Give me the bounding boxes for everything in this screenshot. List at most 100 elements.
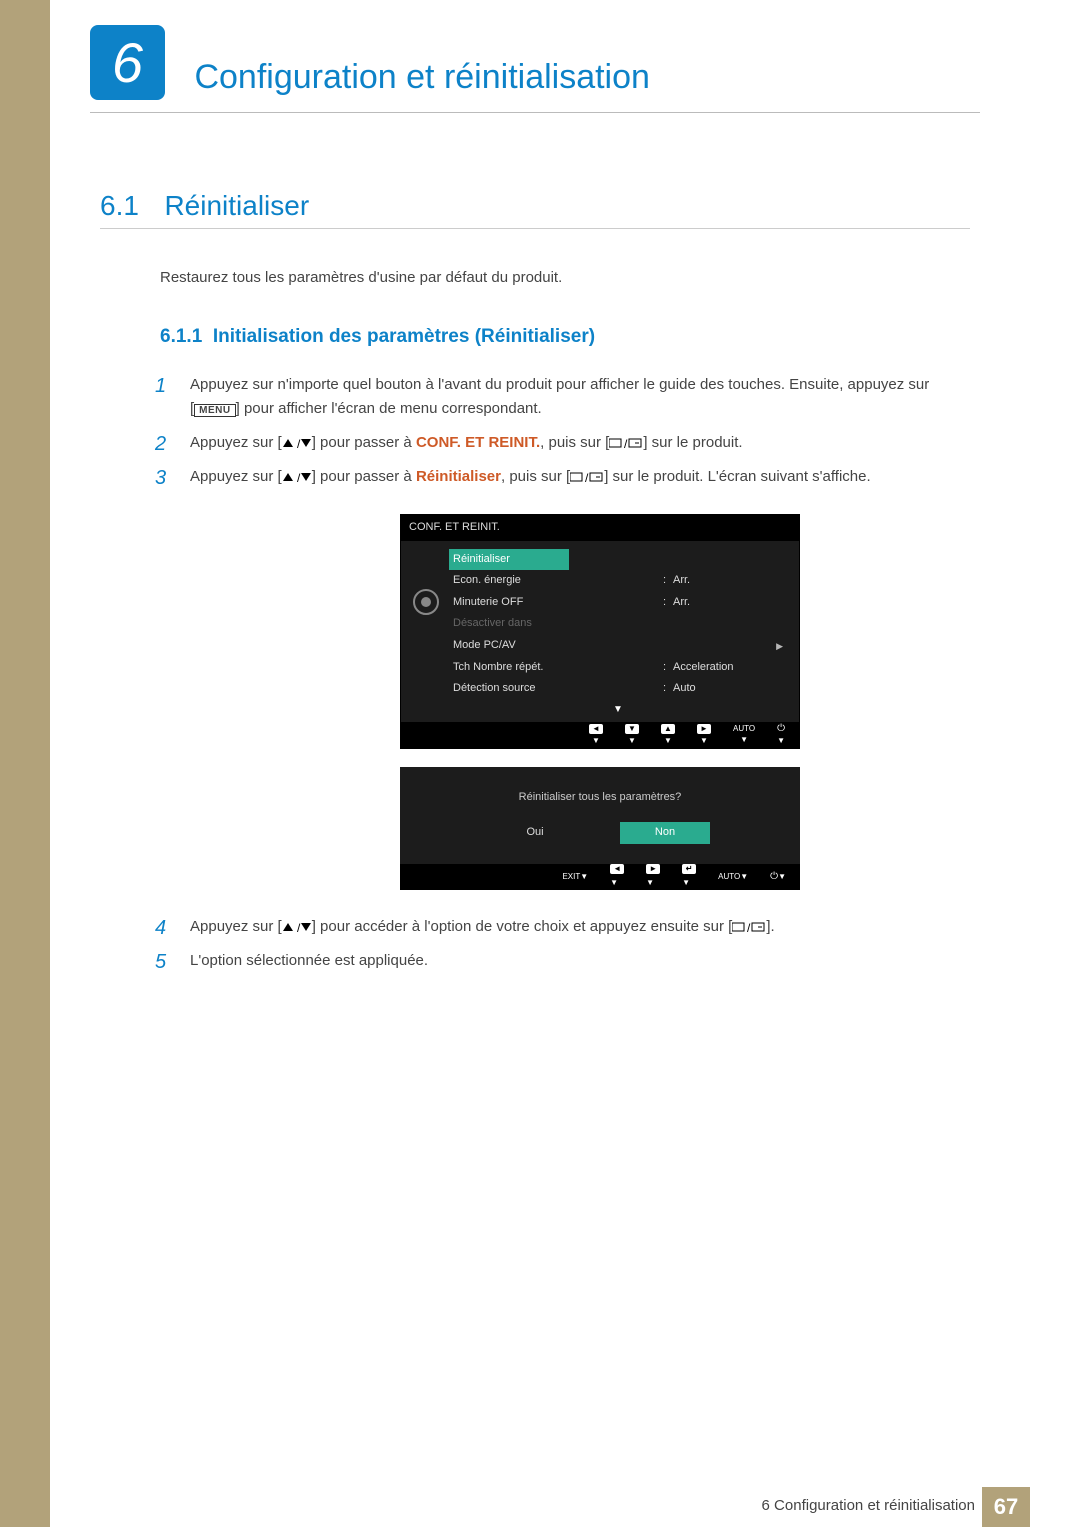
osd-label: Réinitialiser xyxy=(453,551,565,569)
osd-row-desact: Désactiver dans xyxy=(449,613,787,635)
svg-text:/: / xyxy=(297,437,301,449)
osd-value: Arr. xyxy=(673,572,783,590)
page: 6 Configuration et réinitialisation 6.1 … xyxy=(0,0,1080,1527)
osd-list: Réinitialiser Econ. énergie:Arr. Minuter… xyxy=(449,549,791,718)
section-underline xyxy=(100,228,970,229)
subsection-number: 6.1.1 xyxy=(160,326,202,347)
step-4-text-b: ] pour accéder à l'option de votre choix… xyxy=(312,918,733,935)
svg-text:/: / xyxy=(624,437,628,449)
osd-question: Réinitialiser tous les paramètres? xyxy=(400,767,800,823)
svg-text:/: / xyxy=(297,471,301,483)
osd-label: Détection source xyxy=(453,680,663,698)
osd-row-mode: Mode PC/AV ▶ xyxy=(449,635,787,657)
osd-button-bar: ◄▼ ▼▼ ▲▼ ►▼ AUTO▼ ⏻▼ xyxy=(401,722,799,748)
left-decorative-strip xyxy=(0,0,50,1527)
osd-row-minut: Minuterie OFF:Arr. xyxy=(449,592,787,614)
step-4-text-c: ]. xyxy=(766,918,774,935)
content: 6.1 Réinitialiser Restaurez tous les par… xyxy=(100,190,970,983)
chevron-down-icon: ▼ xyxy=(449,702,787,718)
step-2-orange: CONF. ET REINIT. xyxy=(416,434,540,451)
step-3-number: 3 xyxy=(155,462,166,494)
chapter-title: Configuration et réinitialisation xyxy=(194,58,649,97)
chapter-number-box: 6 xyxy=(90,25,165,100)
step-4: 4 Appuyez sur [/] pour accéder à l'optio… xyxy=(155,915,970,939)
step-2-text-b: ] pour passer à xyxy=(312,434,416,451)
step-4-text-a: Appuyez sur [ xyxy=(190,918,282,935)
step-2: 2 Appuyez sur [/] pour passer à CONF. ET… xyxy=(155,431,970,455)
enter-source-icon: / xyxy=(609,437,643,449)
section-number: 6.1 xyxy=(100,190,160,222)
osd-btn-right: ►▼ xyxy=(697,724,711,745)
footer-chapter-title: Configuration et réinitialisation xyxy=(774,1497,975,1514)
osd-option-oui: Oui xyxy=(490,822,580,844)
up-down-arrows-icon: / xyxy=(282,921,312,933)
osd-row-detect: Détection source:Auto xyxy=(449,678,787,700)
step-5-text: L'option sélectionnée est appliquée. xyxy=(190,952,428,969)
osd-row-econ: Econ. énergie:Arr. xyxy=(449,570,787,592)
osd-screenshots: CONF. ET REINIT. Réinitialiser Econ. éne… xyxy=(400,514,800,890)
osd-row-tch: Tch Nombre répét.:Acceleration xyxy=(449,657,787,679)
power-icon: ⏻▼ xyxy=(770,869,786,885)
osd-menu-2: Réinitialiser tous les paramètres? Oui N… xyxy=(400,767,800,890)
osd-options: Oui Non xyxy=(400,822,800,864)
step-3-text-a: Appuyez sur [ xyxy=(190,468,282,485)
step-2-text-d: ] sur le produit. xyxy=(643,434,742,451)
osd-btn-left: ◄▼ xyxy=(589,724,603,745)
osd-value: Arr. xyxy=(673,594,783,612)
osd-label: Tch Nombre répét. xyxy=(453,659,663,677)
osd-menu-1: CONF. ET REINIT. Réinitialiser Econ. éne… xyxy=(400,514,800,749)
section-title: Réinitialiser xyxy=(164,190,309,222)
osd-titlebar: CONF. ET REINIT. xyxy=(401,515,799,541)
svg-text:/: / xyxy=(747,921,751,933)
osd-label: Mode PC/AV xyxy=(453,637,656,655)
step-1-text-b: ] pour afficher l'écran de menu correspo… xyxy=(236,400,542,417)
step-4-number: 4 xyxy=(155,912,166,944)
step-2-text-a: Appuyez sur [ xyxy=(190,434,282,451)
osd-option-non: Non xyxy=(620,822,710,844)
footer-chapter-num: 6 xyxy=(762,1497,770,1514)
footer: 6 Configuration et réinitialisation 67 xyxy=(0,1487,1080,1527)
osd-btn-left: ◄▼ xyxy=(610,864,624,890)
up-down-arrows-icon: / xyxy=(282,437,312,449)
osd-label: Econ. énergie xyxy=(453,572,663,590)
step-1-number: 1 xyxy=(155,370,166,402)
step-3-text-d: ] sur le produit. L'écran suivant s'affi… xyxy=(604,468,870,485)
footer-label: 6 Configuration et réinitialisation xyxy=(762,1497,975,1514)
steps-list: 1 Appuyez sur n'importe quel bouton à l'… xyxy=(155,373,970,973)
osd-btn-exit: EXIT▼ xyxy=(562,871,588,884)
step-3-orange: Réinitialiser xyxy=(416,468,501,485)
subsection-title: Initialisation des paramètres (Réinitial… xyxy=(213,326,595,347)
osd-btn-down: ▼▼ xyxy=(625,724,639,745)
svg-text:/: / xyxy=(297,921,301,933)
subsection-heading: 6.1.1 Initialisation des paramètres (Réi… xyxy=(160,326,970,348)
section-heading: 6.1 Réinitialiser xyxy=(100,190,970,229)
step-2-number: 2 xyxy=(155,428,166,460)
osd-value: Auto xyxy=(673,680,783,698)
enter-source-icon: / xyxy=(570,471,604,483)
page-number: 67 xyxy=(982,1487,1030,1527)
power-icon: ⏻▼ xyxy=(777,724,785,745)
svg-text:/: / xyxy=(585,471,589,483)
chevron-right-icon: ▶ xyxy=(776,639,783,653)
header-rule xyxy=(90,112,980,113)
osd-btn-auto: AUTO▼ xyxy=(733,725,755,744)
up-down-arrows-icon: / xyxy=(282,471,312,483)
osd-row-reinit: Réinitialiser xyxy=(449,549,569,571)
osd-button-bar-2: EXIT▼ ◄▼ ►▼ ↵▼ AUTO▼ ⏻▼ xyxy=(400,864,800,890)
osd-label: Désactiver dans xyxy=(453,615,783,633)
step-1: 1 Appuyez sur n'importe quel bouton à l'… xyxy=(155,373,970,421)
osd-btn-right: ►▼ xyxy=(646,864,660,890)
osd-body: Réinitialiser Econ. énergie:Arr. Minuter… xyxy=(401,541,799,722)
header: 6 Configuration et réinitialisation xyxy=(90,25,990,105)
step-2-text-c: , puis sur [ xyxy=(540,434,609,451)
osd-btn-up: ▲▼ xyxy=(661,724,675,745)
step-5-number: 5 xyxy=(155,946,166,978)
osd-label: Minuterie OFF xyxy=(453,594,663,612)
step-3-text-c: , puis sur [ xyxy=(501,468,570,485)
section-intro: Restaurez tous les paramètres d'usine pa… xyxy=(160,269,970,286)
step-3: 3 Appuyez sur [ / ] pour passer à Réinitia… xyxy=(155,465,970,890)
step-5: 5 L'option sélectionnée est appliquée. xyxy=(155,949,970,973)
enter-source-icon: / xyxy=(732,921,766,933)
step-3-text-b: ] pour passer à xyxy=(312,468,416,485)
osd-btn-auto: AUTO▼ xyxy=(718,871,748,884)
